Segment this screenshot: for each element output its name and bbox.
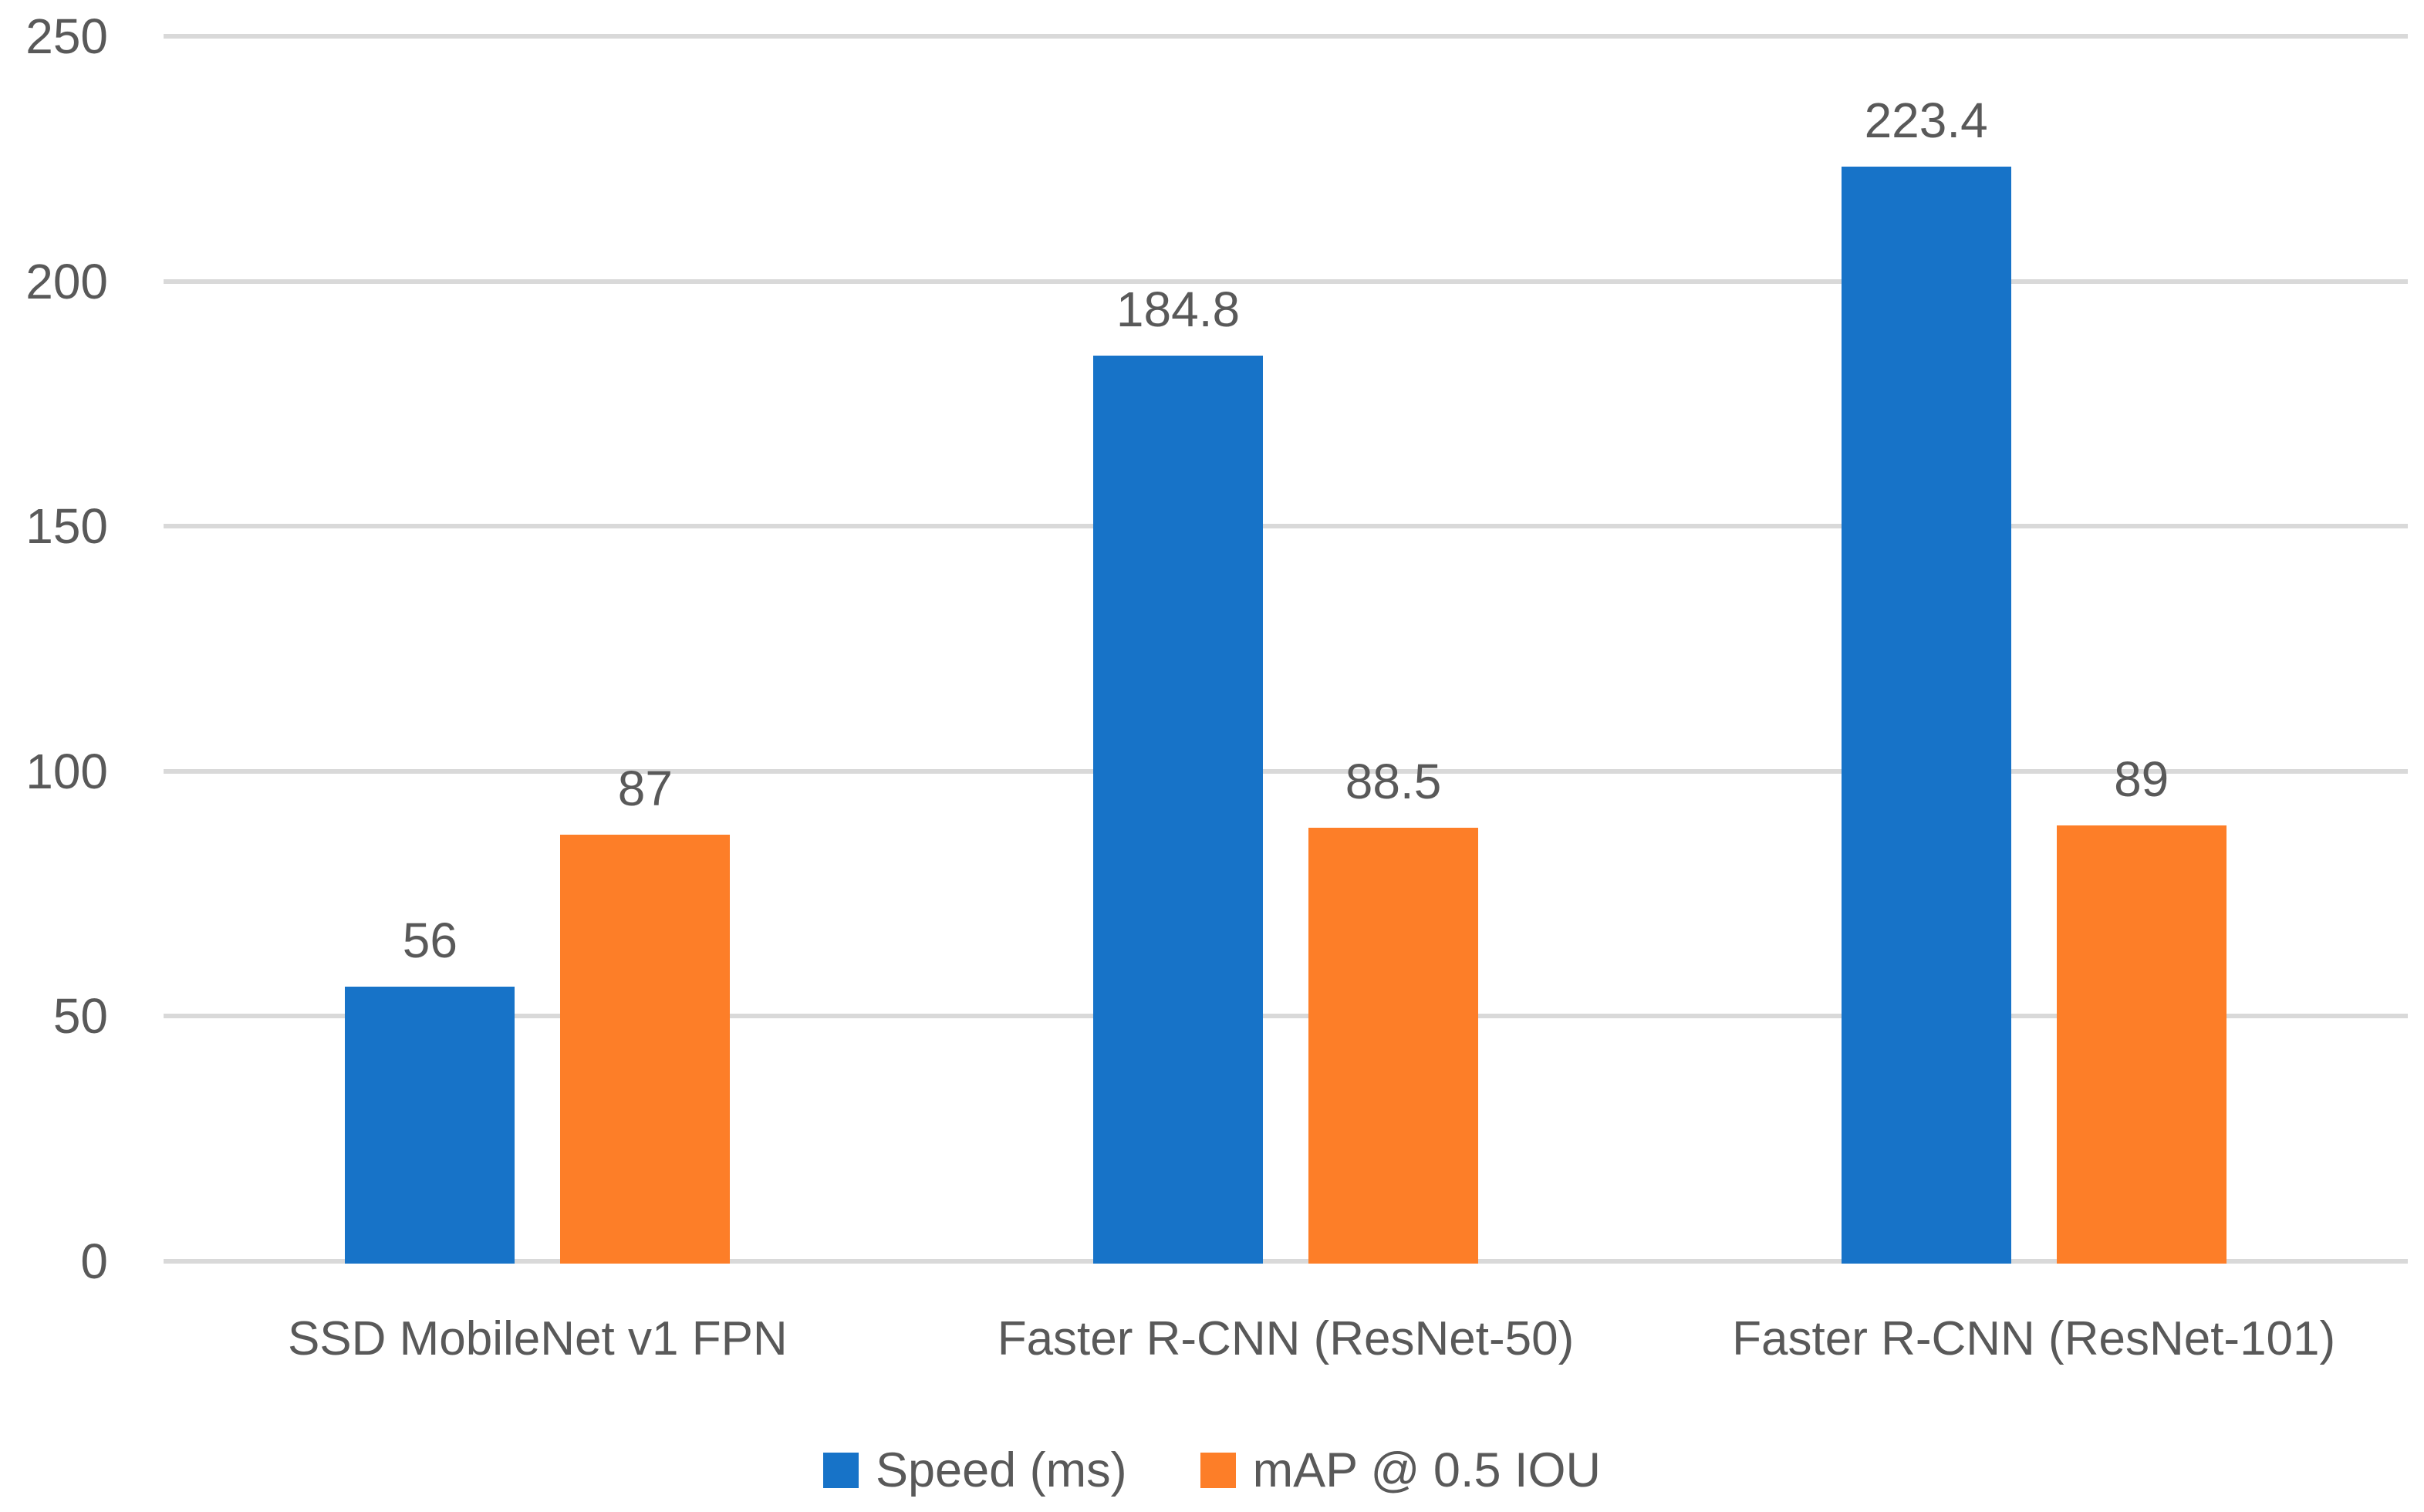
data-label: 56 xyxy=(402,913,457,969)
data-label: 89 xyxy=(2114,751,2169,807)
gridline-150 xyxy=(164,524,2408,529)
legend-item-speed: Speed (ms) xyxy=(822,1442,1127,1499)
y-axis-tick-label: 100 xyxy=(25,743,108,799)
x-axis-category-label: SSD MobileNet v1 FPN xyxy=(287,1312,788,1365)
data-label: 184.8 xyxy=(1116,282,1241,338)
y-axis-tick-label: 200 xyxy=(25,253,108,309)
gridline-50 xyxy=(164,1014,2408,1019)
legend-label: Speed (ms) xyxy=(875,1443,1127,1497)
legend: Speed (ms) mAP @ 0.5 IOU xyxy=(0,1442,2424,1499)
x-axis-category-label: Faster R-CNN (ResNet-50) xyxy=(997,1312,1575,1365)
legend-swatch-icon xyxy=(1200,1453,1236,1488)
legend-item-map: mAP @ 0.5 IOU xyxy=(1200,1442,1601,1499)
gridline-100 xyxy=(164,768,2408,774)
y-axis-tick-label: 0 xyxy=(80,1234,108,1289)
legend-label: mAP @ 0.5 IOU xyxy=(1252,1443,1602,1497)
y-axis-tick-label: 250 xyxy=(25,8,108,64)
bar-map-0 xyxy=(560,835,731,1264)
bar-map-2 xyxy=(2056,825,2227,1264)
data-label: 87 xyxy=(617,761,673,817)
data-label: 88.5 xyxy=(1345,753,1442,809)
y-axis-tick-label: 50 xyxy=(52,988,108,1045)
legend-swatch-icon xyxy=(822,1453,859,1488)
gridline-0 xyxy=(164,1259,2408,1264)
bar-speed-2 xyxy=(1841,166,2011,1264)
y-axis-tick-label: 150 xyxy=(25,498,108,555)
gridline-250 xyxy=(164,34,2408,39)
x-axis-category-label: Faster R-CNN (ResNet-101) xyxy=(1732,1312,2336,1365)
gridline-200 xyxy=(164,278,2408,284)
bar-speed-0 xyxy=(345,987,515,1264)
bar-map-1 xyxy=(1308,827,1478,1264)
bar-speed-1 xyxy=(1093,356,1263,1264)
data-label: 223.4 xyxy=(1864,92,1988,148)
